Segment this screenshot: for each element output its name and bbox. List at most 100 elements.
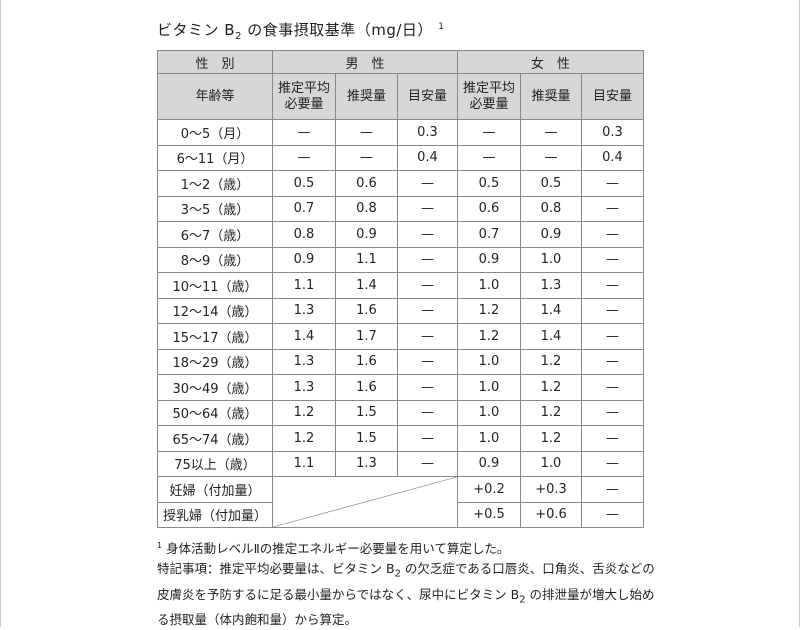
table-row: 10～11（歳） 1.1 1.4—1.0 1.3— (157, 272, 644, 299)
value-cell: — (335, 144, 398, 171)
value-cell: 1.0 (457, 399, 521, 426)
value-cell: — (272, 144, 336, 171)
age-cell: 30～49（歳） (157, 374, 273, 401)
value-cell: — (397, 323, 458, 350)
value-cell: — (397, 272, 458, 299)
value-cell: — (520, 119, 582, 146)
value-cell: 1.0 (520, 450, 582, 477)
value-cell: 1.5 (335, 399, 398, 426)
special-note: 特記事項：推定平均必要量は、ビタミン B2 の欠乏症である口唇炎、口角炎、舌炎な… (157, 561, 655, 628)
age-cell: 3～5（歳） (157, 195, 273, 222)
age-cell: 6～7（歳） (157, 221, 273, 248)
table-row: 0～5（月） — —0.3— —0.3 (157, 119, 644, 146)
value-cell: 1.6 (335, 297, 398, 324)
value-cell: 1.3 (272, 348, 336, 375)
group-cell: 妊婦（付加量） (157, 476, 273, 503)
value-cell: 1.7 (335, 323, 398, 350)
age-cell: 0～5（月） (157, 119, 273, 146)
table-row: 50～64（歳） 1.2 1.5—1.0 1.2— (157, 399, 644, 426)
value-cell: — (457, 119, 521, 146)
value-cell: +0.5 (457, 501, 521, 528)
value-cell: — (581, 501, 644, 528)
age-cell: 65～74（歳） (157, 425, 273, 452)
age-cell: 50～64（歳） (157, 399, 273, 426)
table-row: 8～9（歳） 0.9 1.1—0.9 1.0— (157, 246, 644, 273)
value-cell: 1.2 (520, 374, 582, 401)
not-applicable-cell (272, 476, 458, 528)
age-cell: 18～29（歳） (157, 348, 273, 375)
value-cell: 1.2 (520, 348, 582, 375)
value-cell: — (397, 450, 458, 477)
value-cell: — (581, 272, 644, 299)
value-cell: 0.9 (335, 221, 398, 248)
header-age: 年齢等 (157, 73, 273, 120)
value-cell: 1.0 (520, 246, 582, 273)
footnote-1: 1 身体活動レベルⅡの推定エネルギー必要量を用いて算定した。 (157, 541, 510, 557)
value-cell: — (581, 450, 644, 477)
table-row: 65～74（歳） 1.2 1.5—1.0 1.2— (157, 425, 644, 452)
value-cell: — (397, 348, 458, 375)
age-cell: 12～14（歳） (157, 297, 273, 324)
value-cell: 0.5 (457, 170, 521, 197)
age-cell: 75以上（歳） (157, 450, 273, 477)
header-male-rda: 推奨量 (335, 73, 398, 120)
value-cell: 1.0 (457, 374, 521, 401)
value-cell: 1.3 (272, 297, 336, 324)
value-cell: 0.9 (457, 246, 521, 273)
value-cell: 0.6 (335, 170, 398, 197)
value-cell: 0.7 (457, 221, 521, 248)
table-row: 30～49（歳） 1.3 1.6—1.0 1.2— (157, 374, 644, 401)
group-cell: 授乳婦（付加量） (157, 501, 273, 528)
value-cell: — (581, 323, 644, 350)
value-cell: 0.6 (457, 195, 521, 222)
value-cell: — (581, 195, 644, 222)
value-cell: 1.0 (457, 272, 521, 299)
value-cell: 0.9 (520, 221, 582, 248)
table-row: 18～29（歳） 1.3 1.6—1.0 1.2— (157, 348, 644, 375)
table-row: 6～11（月） — —0.4— —0.4 (157, 144, 644, 171)
value-cell: — (581, 297, 644, 324)
value-cell: 1.2 (272, 399, 336, 426)
value-cell: — (457, 144, 521, 171)
value-cell: 1.1 (272, 272, 336, 299)
value-cell: 1.2 (457, 323, 521, 350)
table-row: 1～2（歳） 0.5 0.6—0.5 0.5— (157, 170, 644, 197)
value-cell: 1.3 (520, 272, 582, 299)
value-cell: 1.4 (272, 323, 336, 350)
header-male-ear: 推定平均 必要量 (272, 73, 336, 120)
value-cell: 1.4 (520, 323, 582, 350)
value-cell: — (581, 476, 644, 503)
value-cell: 1.1 (335, 246, 398, 273)
header-male-ai: 目安量 (397, 73, 458, 120)
value-cell: — (397, 170, 458, 197)
table-row: 15～17（歳） 1.4 1.7—1.2 1.4— (157, 323, 644, 350)
value-cell: — (581, 348, 644, 375)
header-female-rda: 推奨量 (520, 73, 582, 120)
value-cell: 0.5 (520, 170, 582, 197)
value-cell: — (397, 399, 458, 426)
value-cell: — (272, 119, 336, 146)
value-cell: 1.2 (457, 297, 521, 324)
table-row: 3～5（歳） 0.7 0.8—0.6 0.8— (157, 195, 644, 222)
age-cell: 1～2（歳） (157, 170, 273, 197)
value-cell: +0.2 (457, 476, 521, 503)
age-cell: 6～11（月） (157, 144, 273, 171)
age-cell: 8～9（歳） (157, 246, 273, 273)
value-cell: 1.2 (520, 425, 582, 452)
value-cell: — (397, 195, 458, 222)
table-row: 6～7（歳） 0.8 0.9—0.7 0.9— (157, 221, 644, 248)
header-female-ai: 目安量 (581, 73, 644, 120)
vitamin-b2-table: 性 別 男 性 女 性 年齢等 推定平均 必要量 推奨量 目安量 推定平均 必要量 … (157, 50, 644, 528)
header-female: 女 性 (457, 50, 644, 74)
value-cell: 0.7 (272, 195, 336, 222)
age-cell: 15～17（歳） (157, 323, 273, 350)
value-cell: — (397, 221, 458, 248)
table-row: 12～14（歳） 1.3 1.6—1.2 1.4— (157, 297, 644, 324)
value-cell: 0.4 (581, 144, 644, 171)
value-cell: — (397, 297, 458, 324)
value-cell: 0.9 (272, 246, 336, 273)
value-cell: — (581, 399, 644, 426)
value-cell: — (581, 374, 644, 401)
table-row: 妊婦（付加量） +0.2 +0.3— (157, 476, 644, 528)
value-cell: +0.6 (520, 501, 582, 528)
